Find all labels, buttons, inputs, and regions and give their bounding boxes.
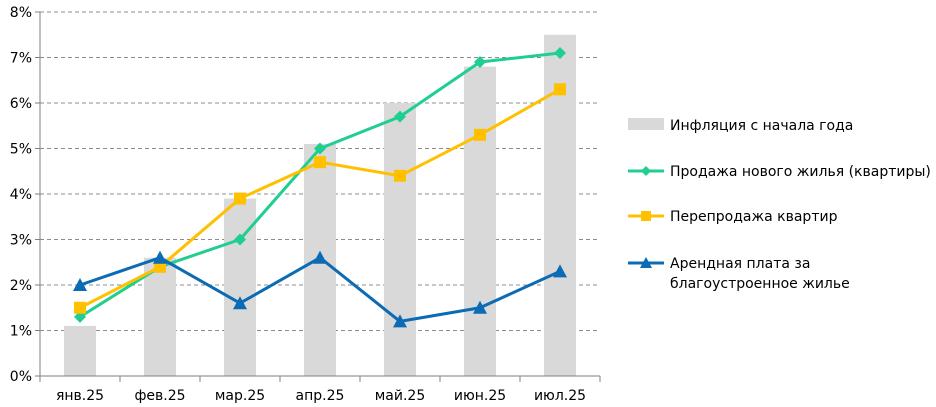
point-new-housing [474,56,486,69]
y-tick-label: 8% [10,5,32,21]
point-new-housing [394,110,406,123]
legend-label-resale: Перепродажа квартир [670,209,838,225]
point-rent [153,250,167,264]
legend-swatch-inflation [628,118,664,130]
x-tick-label: апр.25 [296,388,345,404]
point-new-housing [74,310,86,323]
legend-marker-rent [640,257,652,268]
legend-marker-resale [641,211,651,221]
point-rent [233,296,247,310]
point-resale [394,169,406,182]
x-tick-label: июн.25 [454,388,506,404]
point-rent [473,300,487,314]
y-tick-label: 7% [10,51,32,67]
axes [35,11,601,382]
y-tick-label: 1% [10,324,32,340]
legend-label-new-housing: Продажа нового жилья (квартиры) [670,164,931,180]
legend-marker-new-housing [641,166,651,176]
point-new-housing [314,142,326,155]
bar-inflation [144,257,176,376]
point-resale [74,301,86,314]
bar-inflation [464,66,496,376]
line-series [73,46,567,328]
x-tick-label: июл.25 [534,388,586,404]
y-tick-label: 5% [10,142,32,158]
point-rent [553,264,567,278]
bar-inflation [64,325,96,376]
legend: Инфляция с начала года Продажа нового жил… [628,118,931,292]
point-rent [393,314,407,328]
legend-label-inflation: Инфляция с начала года [670,118,853,134]
point-resale [154,260,166,273]
x-tick-label: янв.25 [56,388,104,404]
point-resale [234,192,246,205]
bar-series-inflation [64,34,576,376]
x-axis-tick-labels: янв.25 фев.25 мар.25 апр.25 май.25 июн.25 июл.… [56,388,586,404]
point-new-housing [554,46,566,59]
point-rent [313,250,327,264]
point-rent [73,278,87,291]
x-tick-label: май.25 [375,388,426,404]
legend-label-rent: Арендная плата за [670,256,810,272]
point-resale [314,156,326,169]
point-resale [474,128,486,141]
x-tick-label: мар.25 [215,388,265,404]
y-tick-label: 4% [10,187,32,203]
legend-label-rent: благоустроенное жилье [670,276,850,292]
point-resale [554,83,566,96]
y-tick-label: 2% [10,278,32,294]
point-new-housing [234,233,246,246]
y-tick-label: 0% [10,369,32,385]
y-tick-label: 3% [10,233,32,249]
bar-inflation [384,103,416,376]
y-axis-tick-labels: 0% 1% 2% 3% 4% 5% 6% 7% 8% [10,5,32,385]
y-tick-label: 6% [10,96,32,112]
x-tick-label: фев.25 [134,388,185,404]
